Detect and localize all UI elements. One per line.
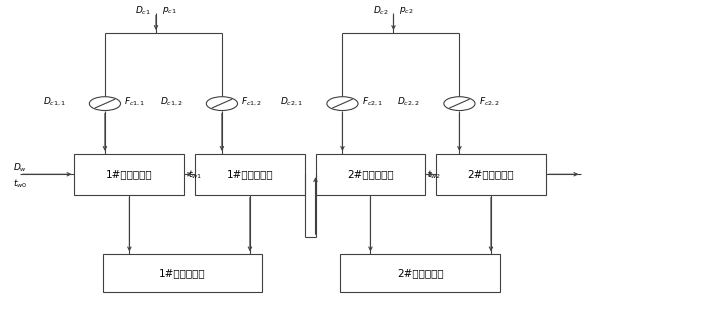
Text: 1#热网凝汽器: 1#热网凝汽器 — [106, 169, 152, 179]
Circle shape — [206, 97, 238, 111]
Text: $D_{c2}$: $D_{c2}$ — [373, 5, 389, 17]
Text: $D_{c2,2}$: $D_{c2,2}$ — [398, 96, 420, 108]
Text: $D_{c2,1}$: $D_{c2,1}$ — [280, 96, 303, 108]
Circle shape — [327, 97, 358, 111]
FancyBboxPatch shape — [195, 154, 305, 195]
Text: $D_{c1,1}$: $D_{c1,1}$ — [43, 96, 66, 108]
Text: $F_{c2,2}$: $F_{c2,2}$ — [479, 96, 500, 108]
FancyBboxPatch shape — [316, 154, 425, 195]
Text: 2#乏汽凝汽器: 2#乏汽凝汽器 — [468, 169, 514, 179]
Text: $p_{c1}$: $p_{c1}$ — [162, 5, 177, 17]
Text: $F_{c1,1}$: $F_{c1,1}$ — [124, 96, 145, 108]
FancyBboxPatch shape — [340, 254, 500, 292]
FancyBboxPatch shape — [74, 154, 184, 195]
FancyBboxPatch shape — [103, 254, 262, 292]
Circle shape — [444, 97, 475, 111]
Text: $t_{w2}$: $t_{w2}$ — [427, 169, 441, 181]
Text: $t_{w1}$: $t_{w1}$ — [188, 169, 202, 181]
Text: 1#乏汽凝汽器: 1#乏汽凝汽器 — [227, 169, 273, 179]
Text: $D_{c1}$: $D_{c1}$ — [135, 5, 151, 17]
Text: 1#机排汽装置: 1#机排汽装置 — [160, 268, 206, 278]
Text: $F_{c2,1}$: $F_{c2,1}$ — [362, 96, 383, 108]
FancyBboxPatch shape — [436, 154, 546, 195]
Text: $t_{w0}$: $t_{w0}$ — [13, 177, 27, 190]
Text: $p_{c2}$: $p_{c2}$ — [399, 5, 414, 17]
Text: $D_w$: $D_w$ — [13, 162, 27, 174]
Circle shape — [89, 97, 121, 111]
Text: $F_{c1,2}$: $F_{c1,2}$ — [241, 96, 262, 108]
Text: 2#热网凝汽器: 2#热网凝汽器 — [347, 169, 393, 179]
Text: 2#机排汽装置: 2#机排汽装置 — [397, 268, 443, 278]
Text: $D_{c1,2}$: $D_{c1,2}$ — [160, 96, 183, 108]
